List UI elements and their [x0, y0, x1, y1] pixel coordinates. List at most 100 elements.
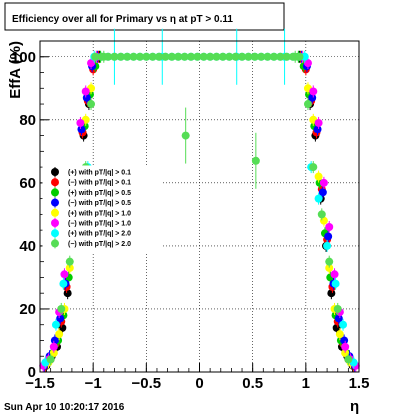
data-point: [314, 172, 323, 181]
data-point: [309, 163, 318, 172]
data-point: [325, 257, 334, 266]
data-point: [332, 323, 341, 332]
data-point: [148, 52, 157, 61]
data-point: [318, 188, 327, 197]
data-point: [251, 156, 260, 165]
data-point: [76, 118, 85, 127]
data-point: [335, 330, 344, 339]
legend-marker: [51, 239, 59, 248]
data-point: [129, 52, 138, 61]
data-point: [51, 320, 60, 329]
data-point: [231, 52, 240, 61]
legend-label: (+) with pT/|q| > 0.1: [68, 170, 131, 177]
legend-label: (+) with pT/|q| > 1.0: [68, 210, 131, 217]
data-point: [56, 314, 65, 323]
data-point: [199, 52, 208, 61]
data-point: [63, 289, 72, 298]
data-point: [87, 59, 96, 68]
chart-title: Efficiency over all for Primary vs η at …: [12, 14, 233, 25]
data-point: [65, 263, 74, 272]
data-point: [333, 304, 342, 313]
y-tick-label: 0: [28, 364, 36, 381]
data-point: [244, 52, 253, 61]
data-point: [314, 118, 323, 127]
y-tick-label: 80: [19, 112, 36, 129]
data-point: [116, 52, 125, 61]
data-point: [323, 241, 332, 250]
data-point: [82, 93, 91, 102]
data-point: [330, 270, 339, 279]
data-point: [289, 52, 298, 61]
data-point: [218, 52, 227, 61]
data-point: [303, 100, 312, 109]
data-point: [313, 125, 322, 134]
axis-ticks: −1.5 −1 −0.5 0 0.5 1 1.5 0 20 40 60 80 100: [11, 40, 370, 392]
data-point: [167, 52, 176, 61]
x-tick-label: 0: [195, 375, 203, 392]
data-point: [174, 52, 183, 61]
data-point: [339, 320, 348, 329]
legend-marker: [51, 208, 59, 217]
y-tick-label: 100: [11, 49, 36, 66]
data-point: [49, 349, 58, 358]
data-point: [238, 52, 247, 61]
x-tick-label: 1.5: [349, 375, 370, 392]
y-tick-label: 20: [19, 301, 36, 318]
legend-label: (+) with pT/|q| > 0.5: [68, 190, 131, 197]
data-point: [269, 52, 278, 61]
data-point: [341, 342, 350, 351]
data-point: [135, 52, 144, 61]
y-axis-label: EffA (%): [7, 41, 24, 99]
title-box: [4, 2, 285, 31]
data-point: [276, 52, 285, 61]
y-tick-label: 60: [19, 175, 36, 192]
data-point: [295, 52, 304, 61]
x-axis-label: η: [350, 398, 359, 414]
data-point: [155, 52, 164, 61]
x-tick-label: −1: [85, 375, 102, 392]
data-point: [57, 304, 66, 313]
data-point: [334, 314, 343, 323]
data-point: [325, 222, 334, 231]
legend-box: [42, 165, 162, 253]
data-point: [212, 52, 221, 61]
data-point: [314, 194, 323, 203]
legend-label: (−) with pT/|q| > 0.1: [68, 180, 131, 187]
footer-timestamp: Sun Apr 10 10:20:17 2016: [4, 402, 125, 413]
data-point: [303, 59, 312, 68]
legend-marker: [51, 188, 59, 197]
legend-marker: [51, 219, 59, 227]
legend-label: (−) with pT/|q| > 1.0: [68, 221, 131, 228]
data-point: [282, 52, 291, 61]
data-point: [309, 87, 318, 96]
data-point: [257, 52, 266, 61]
legend-marker: [51, 168, 59, 176]
data-point: [55, 330, 64, 339]
data-point: [206, 52, 215, 61]
data-point: [77, 125, 86, 134]
data-point: [60, 270, 69, 279]
data-point: [180, 52, 189, 61]
data-point: [327, 289, 336, 298]
data-point: [49, 342, 58, 351]
data-point: [193, 52, 202, 61]
x-tick-label: 1: [302, 375, 310, 392]
data-point: [340, 336, 349, 345]
data-point: [142, 52, 151, 61]
data-point: [308, 93, 317, 102]
legend: (+) with pT/|q| > 0.1 (−) with pT/|q| > 0…: [42, 165, 162, 253]
data-point: [65, 257, 74, 266]
legend-label: (−) with pT/|q| > 2.0: [68, 241, 131, 248]
legend-marker: [51, 198, 59, 207]
data-point: [263, 52, 272, 61]
data-point: [123, 52, 132, 61]
data-point: [110, 52, 119, 61]
data-point: [331, 279, 340, 288]
data-point: [325, 263, 334, 272]
data-point: [186, 52, 195, 61]
data-point: [250, 52, 259, 61]
legend-label: (+) with pT/|q| > 2.0: [68, 231, 131, 238]
data-point: [50, 336, 59, 345]
legend-label: (−) with pT/|q| > 0.5: [68, 200, 131, 207]
